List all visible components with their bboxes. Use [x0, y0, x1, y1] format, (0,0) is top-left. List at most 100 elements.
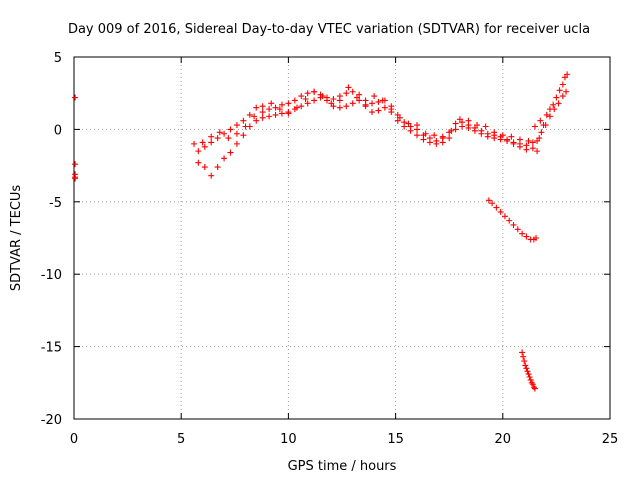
data-point: [520, 353, 527, 360]
data-point: [381, 104, 388, 111]
data-point: [233, 122, 240, 129]
data-point: [291, 97, 298, 104]
data-point: [510, 221, 517, 228]
data-point: [323, 97, 330, 104]
data-point: [266, 113, 273, 120]
series-main-track-a: [191, 88, 543, 155]
data-point: [362, 101, 369, 108]
data-point: [330, 95, 337, 102]
data-point: [345, 84, 352, 91]
y-tick-label: -5: [49, 196, 62, 211]
series-descending-segment: [485, 197, 540, 243]
data-point: [497, 208, 504, 215]
data-point: [369, 109, 376, 116]
data-point: [553, 94, 560, 101]
data-point: [407, 127, 414, 134]
data-point: [426, 139, 433, 146]
data-point: [456, 116, 463, 123]
data-point: [285, 110, 292, 117]
data-point: [433, 140, 440, 147]
x-tick-labels: 0 5 10 15 20 25: [70, 432, 618, 447]
data-point: [227, 126, 234, 133]
data-point: [529, 381, 536, 388]
data-point: [474, 122, 481, 129]
data-point: [276, 106, 283, 113]
data-point: [471, 127, 478, 134]
data-point: [485, 197, 492, 204]
data-point: [506, 217, 513, 224]
data-point: [528, 379, 535, 386]
data-point: [304, 90, 311, 97]
data-marks: [72, 71, 571, 392]
data-point: [259, 109, 266, 116]
y-tick-label: -15: [41, 341, 62, 356]
data-point: [534, 148, 541, 155]
data-point: [208, 139, 215, 146]
gridlines: [74, 57, 610, 419]
data-point: [208, 172, 215, 179]
data-point: [525, 371, 532, 378]
data-point: [268, 100, 275, 107]
data-point: [543, 111, 550, 118]
data-point: [304, 100, 311, 107]
data-point: [446, 135, 453, 142]
data-point: [375, 98, 382, 105]
data-point: [516, 136, 523, 143]
data-point: [521, 358, 528, 365]
data-point: [431, 132, 438, 139]
data-point: [530, 384, 537, 391]
data-point: [253, 117, 260, 124]
data-point: [519, 349, 526, 356]
data-point: [246, 111, 253, 118]
data-point: [401, 123, 408, 130]
chart-title: Day 009 of 2016, Sidereal Day-to-day VTE…: [68, 22, 590, 37]
x-axis-label: GPS time / hours: [288, 459, 397, 474]
data-point: [298, 103, 305, 110]
data-point: [551, 106, 558, 113]
data-point: [482, 123, 489, 130]
data-point: [208, 133, 215, 140]
data-point: [375, 107, 382, 114]
data-point: [529, 145, 536, 152]
data-point: [396, 114, 403, 121]
data-point: [195, 148, 202, 155]
data-point: [199, 139, 206, 146]
data-point: [240, 132, 247, 139]
data-point: [259, 114, 266, 121]
data-point: [214, 164, 221, 171]
data-point: [531, 123, 538, 130]
data-point: [555, 100, 562, 107]
data-point: [465, 117, 472, 124]
data-point: [379, 97, 386, 104]
y-axis-label: SDTVAR / TECUs: [9, 185, 24, 292]
data-point: [484, 133, 491, 140]
data-point: [311, 97, 318, 104]
x-tick-label: 20: [495, 432, 512, 447]
data-point: [527, 376, 534, 383]
data-point: [259, 103, 266, 110]
y-tick-label: -20: [41, 413, 62, 428]
data-point: [278, 101, 285, 108]
x-tick-label: 0: [70, 432, 78, 447]
data-point: [508, 133, 515, 140]
data-point: [201, 143, 208, 150]
data-point: [531, 385, 538, 392]
plot-frame: [73, 56, 611, 420]
data-point: [242, 123, 249, 130]
data-point: [336, 97, 343, 104]
data-point: [533, 235, 540, 241]
data-point: [343, 90, 350, 97]
data-point: [227, 149, 234, 156]
data-point: [349, 100, 356, 107]
y-tick-label: 0: [54, 123, 62, 138]
data-point: [343, 103, 350, 110]
data-point: [311, 88, 318, 95]
data-point: [371, 93, 378, 100]
x-tick-label: 5: [177, 432, 185, 447]
data-point: [537, 117, 544, 124]
data-point: [233, 140, 240, 147]
data-point: [225, 135, 232, 142]
data-point: [439, 133, 446, 140]
data-point: [72, 161, 79, 168]
series-end-rise: [531, 71, 571, 155]
